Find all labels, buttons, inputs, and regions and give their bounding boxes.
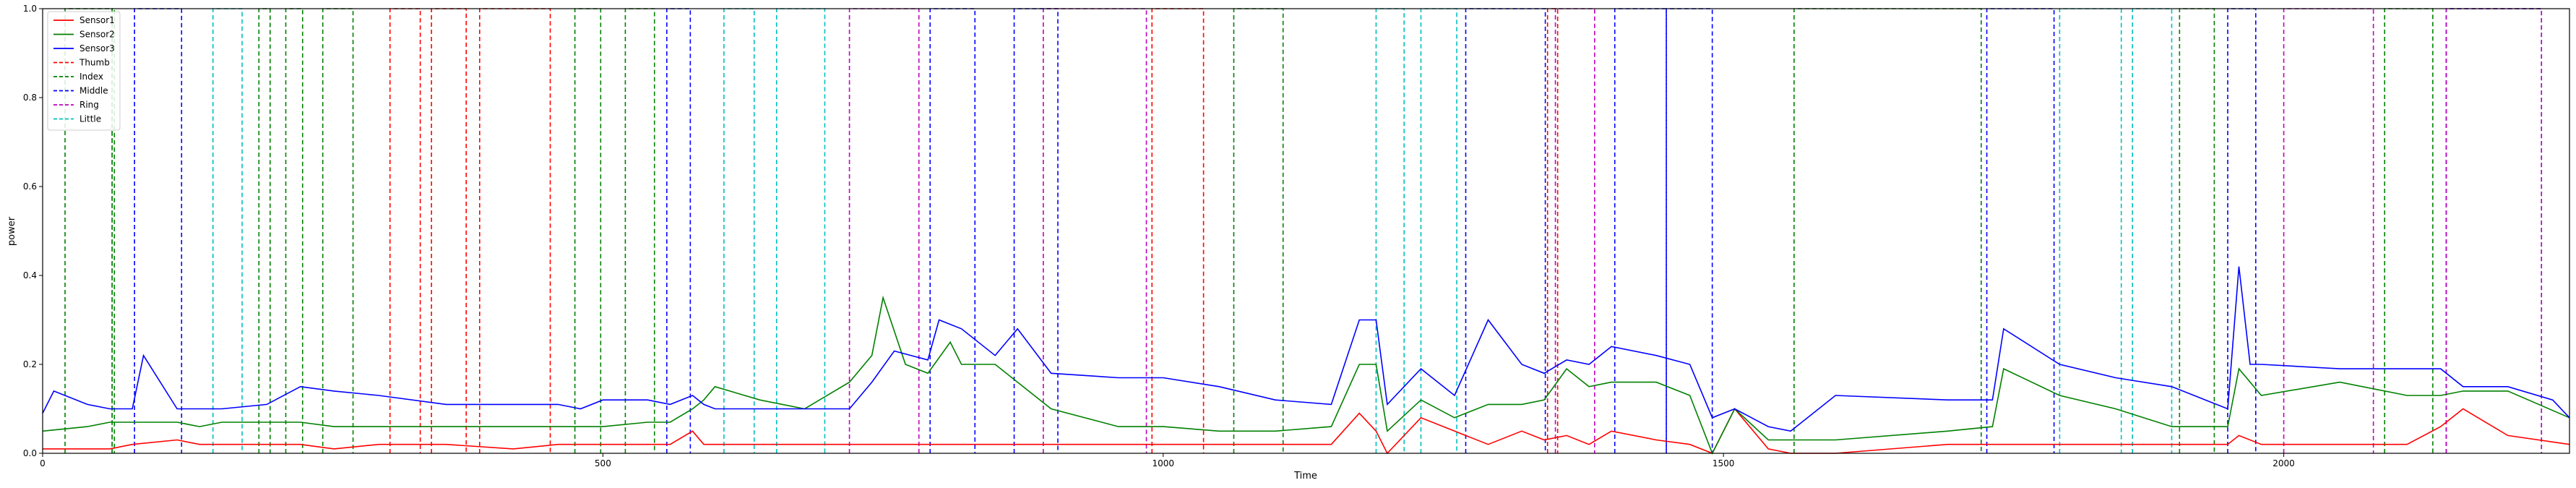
legend-label-thumb: Thumb (79, 58, 110, 68)
legend-label-sensor3: Sensor3 (79, 43, 115, 53)
interval-ring-1 (1043, 8, 1147, 453)
y-tick-label-1: 0.2 (23, 359, 37, 369)
x-axis-label: Time (1293, 471, 1317, 481)
y-tick-label-5: 1.0 (23, 4, 37, 14)
y-axis: 0.0 0.2 0.4 0.6 0.8 1.0 (23, 4, 43, 458)
y-tick-label-2: 0.4 (23, 270, 37, 281)
x-tick-label-500: 500 (595, 458, 611, 468)
y-tick-label-0: 0.0 (23, 448, 37, 458)
interval-little-4 (1420, 8, 1457, 453)
x-tick-label-1500: 1500 (1713, 458, 1735, 468)
series-line-sensor1 (43, 408, 2570, 455)
interval-middle-2 (929, 8, 976, 453)
sensor-series (42, 266, 2570, 455)
plot-background (43, 9, 2569, 453)
y-tick-label-4: 0.8 (23, 93, 37, 103)
y-tick-label-3: 0.6 (23, 181, 37, 192)
x-axis: 0 500 1000 1500 2000 (40, 453, 2295, 468)
series-line-sensor2 (42, 295, 2570, 455)
legend-label-index: Index (79, 72, 103, 82)
legend-label-little: Little (79, 114, 101, 124)
interval-index-9 (2179, 8, 2215, 453)
plot-frame (42, 8, 2570, 454)
legend: Sensor1 Sensor2 Sensor3 Thumb Index Middle Rin… (47, 11, 121, 131)
legend-label-ring: Ring (79, 100, 99, 110)
series-line-sensor3 (42, 266, 2570, 432)
x-tick-label-0: 0 (40, 458, 46, 468)
legend-label-sensor2: Sensor2 (79, 30, 115, 40)
x-tick-label-1000: 1000 (1153, 458, 1175, 468)
interval-index-1 (111, 8, 116, 453)
legend-box (47, 11, 121, 131)
x-tick-label-2000: 2000 (2273, 458, 2295, 468)
interval-thumb-1 (431, 8, 467, 453)
y-axis-label: power (7, 216, 17, 246)
legend-label-middle: Middle (79, 86, 108, 96)
interval-index-3 (285, 8, 303, 453)
interval-index-7 (1233, 8, 1284, 453)
legend-label-sensor1: Sensor1 (79, 15, 115, 25)
